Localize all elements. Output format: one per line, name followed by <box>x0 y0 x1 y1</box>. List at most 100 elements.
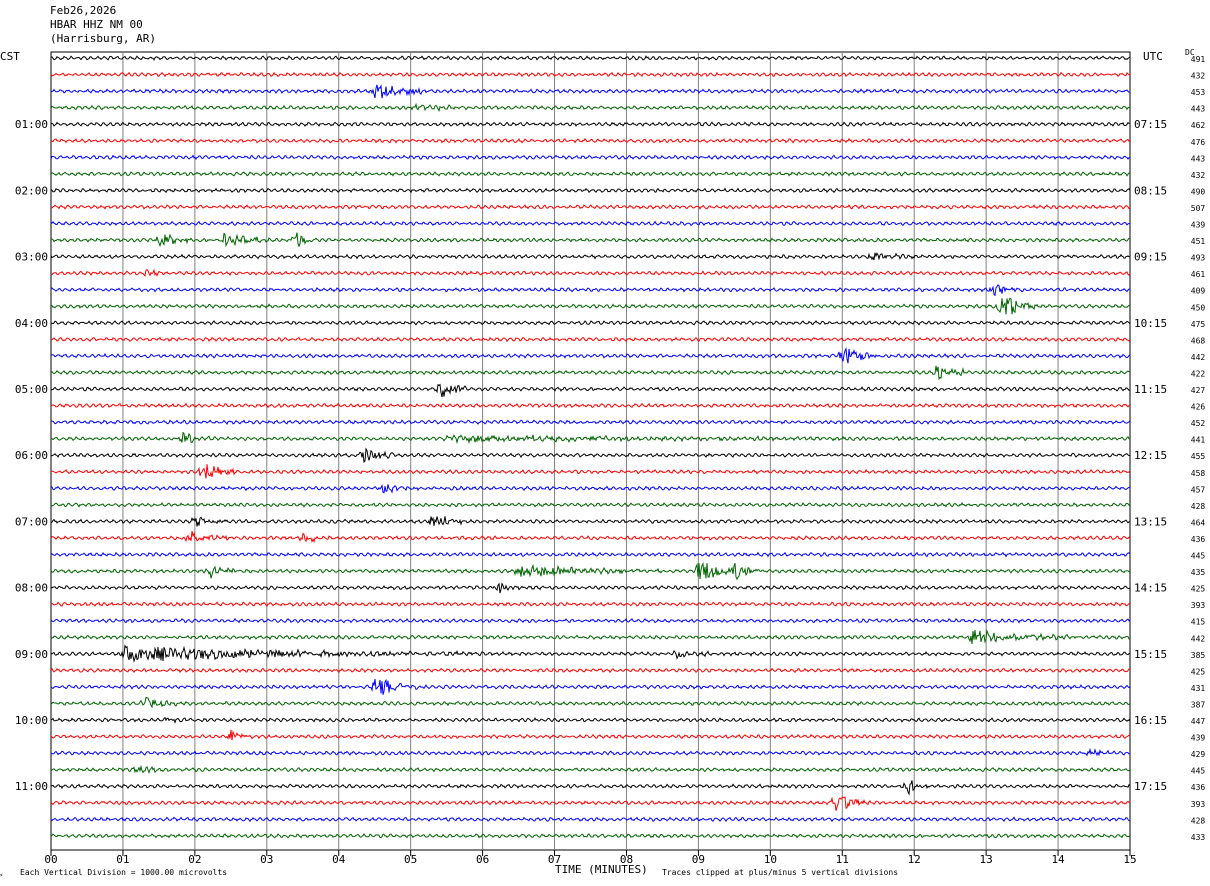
utc-hour-label: 10:15 <box>1134 317 1167 330</box>
x-tick-label: 06 <box>476 853 489 866</box>
location-label: (Harrisburg, AR) <box>50 32 156 45</box>
seismic-trace-38 <box>50 678 1131 695</box>
seismic-trace-21 <box>50 402 1131 409</box>
seismic-trace-44 <box>50 780 1131 796</box>
dc-offset-label: 491 <box>1191 55 1206 64</box>
x-tick-label: 08 <box>620 853 633 866</box>
scale-note: Each Vertical Division = 1000.00 microvo… <box>20 868 228 877</box>
plot-frame <box>50 51 1131 851</box>
dc-offset-label: 393 <box>1191 601 1206 610</box>
dc-offset-label: 428 <box>1191 502 1206 511</box>
clip-note: Traces clipped at plus/minus 5 vertical … <box>662 868 899 877</box>
seismic-trace-20 <box>50 383 1131 398</box>
seismic-trace-28 <box>50 516 1130 527</box>
dc-offset-label: 450 <box>1191 303 1206 312</box>
dc-offset-label: 409 <box>1191 287 1206 296</box>
dc-offset-label: 468 <box>1191 336 1206 345</box>
seismic-trace-30 <box>50 551 1131 558</box>
dc-offset-label: 453 <box>1191 88 1206 97</box>
utc-hour-label: 13:15 <box>1134 515 1167 528</box>
seismic-trace-47 <box>50 833 1131 839</box>
seismic-trace-31 <box>50 561 1131 581</box>
x-tick-label: 13 <box>980 853 993 866</box>
x-tick-label: 02 <box>188 853 201 866</box>
seismic-trace-13 <box>50 268 1131 278</box>
dc-offset-label: 442 <box>1191 634 1206 643</box>
dc-offset-label: 432 <box>1191 72 1206 81</box>
seismic-trace-0 <box>50 55 1131 61</box>
seismic-trace-14 <box>50 284 1131 297</box>
seismic-trace-42 <box>50 747 1130 757</box>
utc-hour-label: 16:15 <box>1134 714 1167 727</box>
dc-offset-label: 476 <box>1191 138 1206 147</box>
dc-offset-label: 387 <box>1191 700 1206 709</box>
utc-hour-label: 17:15 <box>1134 780 1167 793</box>
dc-offset-label: 490 <box>1191 187 1206 196</box>
seismic-trace-34 <box>50 617 1131 624</box>
dc-offset-label: 422 <box>1191 369 1206 378</box>
seismic-trace-12 <box>50 252 1131 261</box>
dc-offset-label: 441 <box>1191 436 1206 445</box>
dc-offset-label: 445 <box>1191 552 1206 561</box>
x-tick-label: 03 <box>260 853 273 866</box>
x-tick-label: 05 <box>404 853 417 866</box>
dc-offset-label: 457 <box>1191 485 1206 494</box>
cst-hour-label: 02:00 <box>15 184 48 197</box>
dc-offset-label: 439 <box>1191 221 1206 230</box>
seismic-trace-29 <box>50 530 1131 544</box>
utc-hour-label: 08:15 <box>1134 184 1167 197</box>
cst-hour-label: 08:00 <box>15 582 48 595</box>
seismic-trace-18 <box>50 347 1131 364</box>
dc-offset-label: 415 <box>1191 618 1206 627</box>
corner-mark-icon: ⸗ <box>0 870 3 879</box>
dc-offset-label: 451 <box>1191 237 1206 246</box>
date-label: Feb26,2026 <box>50 4 117 17</box>
seismic-trace-23 <box>51 431 1130 445</box>
seismic-trace-16 <box>50 320 1131 326</box>
x-tick-label: 12 <box>908 853 921 866</box>
dc-offset-label: 385 <box>1191 651 1206 660</box>
seismic-trace-26 <box>50 483 1131 494</box>
dc-offset-label: 443 <box>1191 105 1206 114</box>
seismic-trace-25 <box>50 464 1131 479</box>
seismic-trace-17 <box>50 336 1131 343</box>
seismic-trace-5 <box>50 137 1131 144</box>
dc-offset-label: 445 <box>1191 767 1206 776</box>
seismic-trace-40 <box>50 716 1131 725</box>
dc-column-header: DC <box>1185 48 1195 57</box>
seismic-trace-35 <box>50 629 1131 644</box>
dc-offset-label: 427 <box>1191 386 1206 395</box>
seismic-trace-33 <box>50 601 1131 607</box>
seismic-trace-45 <box>50 796 1131 811</box>
seismic-trace-10 <box>50 220 1130 227</box>
dc-offset-label: 426 <box>1191 403 1206 412</box>
dc-offset-label: 428 <box>1191 816 1206 825</box>
dc-offset-label: 458 <box>1191 469 1206 478</box>
utc-axis-title: UTC <box>1143 50 1163 63</box>
dc-offset-label: 475 <box>1191 320 1206 329</box>
dc-offset-label: 443 <box>1191 154 1206 163</box>
seismic-trace-6 <box>50 154 1131 160</box>
seismic-trace-39 <box>50 696 1131 709</box>
x-tick-label: 04 <box>332 853 346 866</box>
seismic-trace-9 <box>50 204 1131 210</box>
dc-offset-label: 455 <box>1191 452 1206 461</box>
seismic-trace-2 <box>50 84 1131 99</box>
x-tick-label: 01 <box>116 853 129 866</box>
cst-hour-label: 03:00 <box>15 251 48 264</box>
seismic-trace-36 <box>50 644 1131 663</box>
x-tick-label: 00 <box>44 853 57 866</box>
cst-hour-label: 01:00 <box>15 118 48 131</box>
seismic-trace-8 <box>50 187 1131 194</box>
dc-offset-label: 425 <box>1191 667 1206 676</box>
dc-offset-label: 464 <box>1191 518 1206 527</box>
station-label: HBAR HHZ NM 00 <box>50 18 143 31</box>
utc-hour-label: 15:15 <box>1134 648 1167 661</box>
dc-offset-label: 452 <box>1191 419 1206 428</box>
dc-offset-label: 425 <box>1191 585 1206 594</box>
cst-hour-label: 09:00 <box>15 648 48 661</box>
cst-hour-label: 11:00 <box>15 780 48 793</box>
dc-offset-label: 429 <box>1191 750 1206 759</box>
cst-hour-label: 06:00 <box>15 449 48 462</box>
